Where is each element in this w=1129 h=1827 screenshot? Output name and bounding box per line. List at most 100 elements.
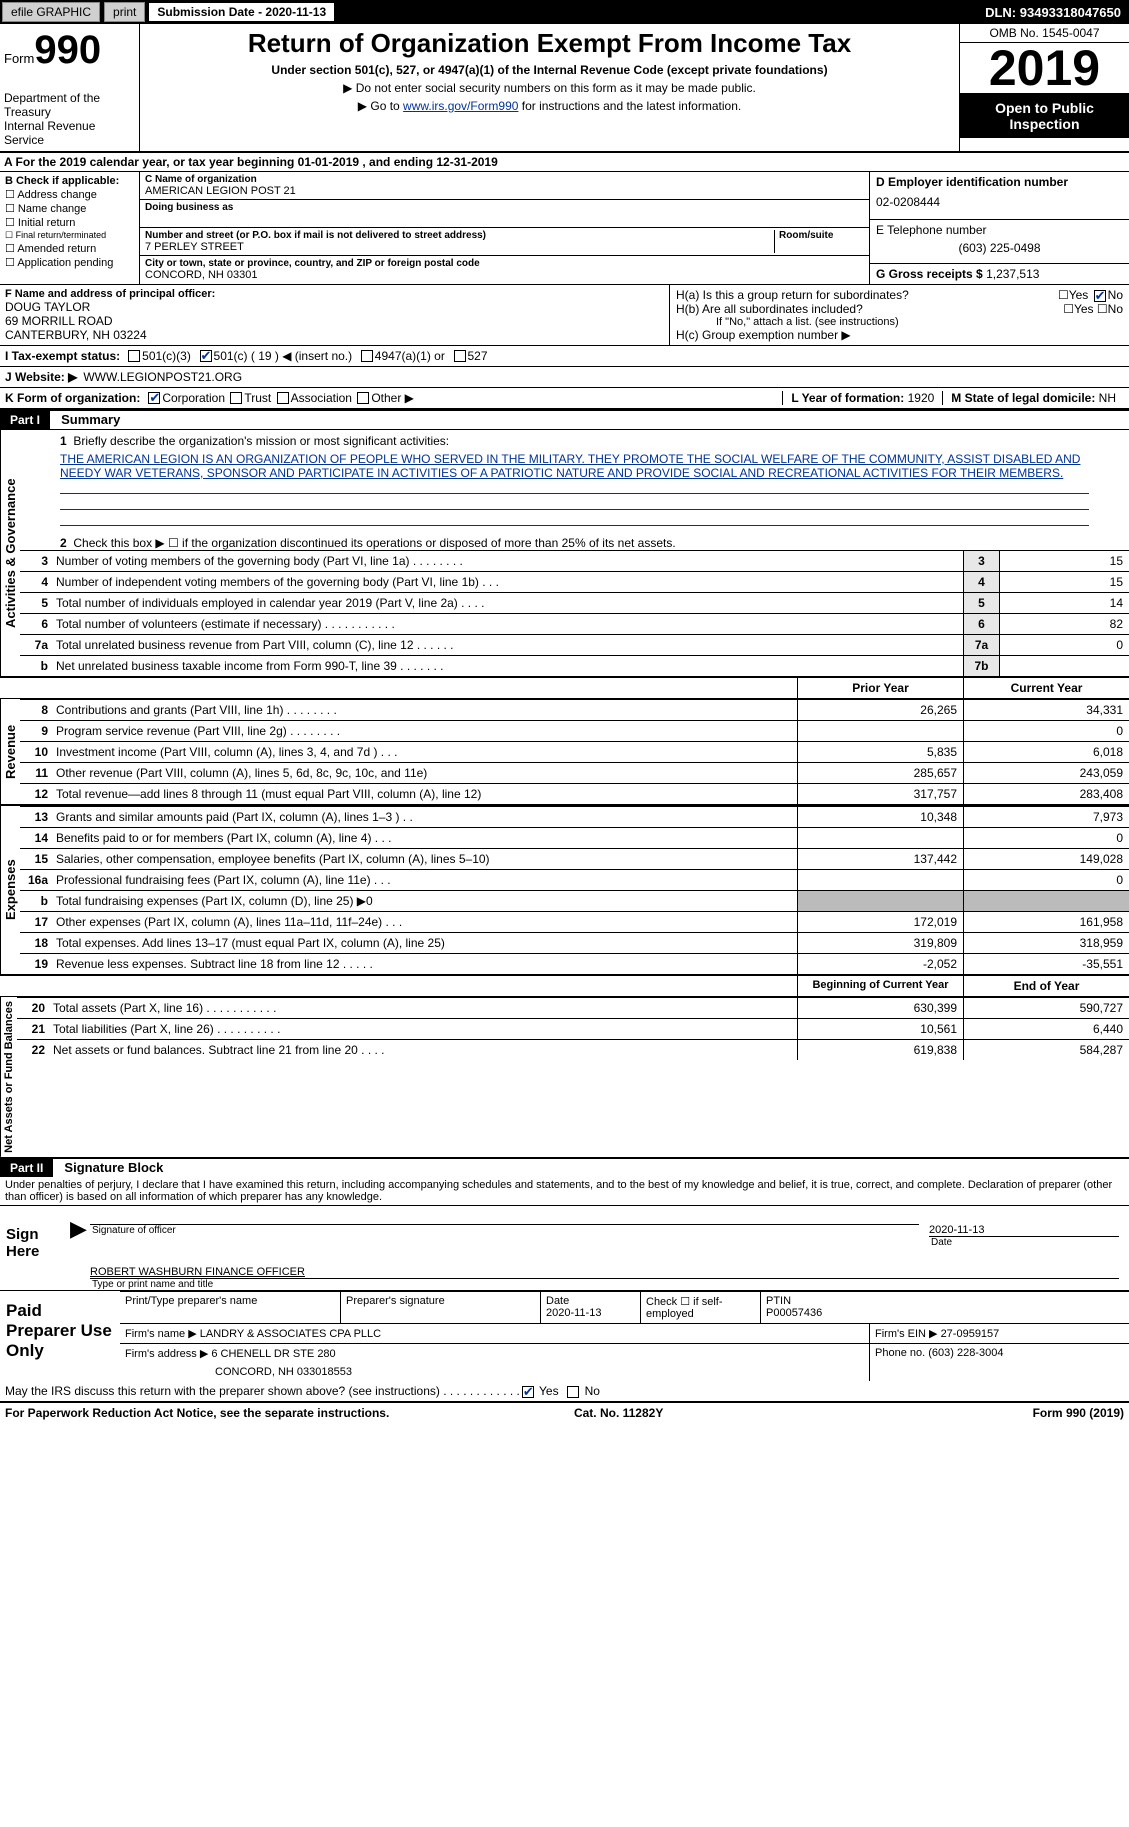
block-b-c-d: B Check if applicable: ☐ Address change … (0, 172, 1129, 285)
f-label: F Name and address of principal officer: (5, 288, 664, 300)
section-b: B Check if applicable: ☐ Address change … (0, 172, 140, 284)
cb-4947[interactable] (361, 350, 373, 362)
line-21: 21Total liabilities (Part X, line 26) . … (17, 1018, 1129, 1039)
submission-date: Submission Date - 2020-11-13 (149, 3, 334, 21)
cb-501c[interactable] (200, 350, 212, 362)
row-j: J Website: ▶ WWW.LEGIONPOST21.ORG (0, 367, 1129, 388)
efile-button[interactable]: efile GRAPHIC (2, 2, 100, 22)
org-name: AMERICAN LEGION POST 21 (145, 185, 864, 197)
row-i: I Tax-exempt status: 501(c)(3) 501(c) ( … (0, 346, 1129, 367)
form-title: Return of Organization Exempt From Incom… (148, 28, 951, 59)
line-22: 22Net assets or fund balances. Subtract … (17, 1039, 1129, 1060)
cb-initial-return[interactable]: ☐ Initial return (5, 216, 134, 229)
netassets-label: Net Assets or Fund Balances (0, 997, 17, 1157)
street-address: 7 PERLEY STREET (145, 241, 774, 253)
line-17: 17Other expenses (Part IX, column (A), l… (20, 911, 1129, 932)
form-note1: ▶ Do not enter social security numbers o… (148, 81, 951, 95)
cb-address-change[interactable]: ☐ Address change (5, 188, 134, 201)
cb-trust[interactable] (230, 392, 242, 404)
officer-addr1: 69 MORRILL ROAD (5, 314, 664, 328)
gross-label: G Gross receipts $ (876, 267, 986, 281)
dba-row: Doing business as (140, 200, 869, 228)
cb-final-return[interactable]: ☐ Final return/terminated (5, 230, 134, 241)
line-18: 18Total expenses. Add lines 13–17 (must … (20, 932, 1129, 953)
officer-name-title: ROBERT WASHBURN FINANCE OFFICER (90, 1250, 1119, 1279)
submission-date-value: 2020-11-13 (265, 5, 326, 19)
expenses-section: Expenses 13Grants and similar amounts pa… (0, 804, 1129, 974)
line-16a: 16aProfessional fundraising fees (Part I… (20, 869, 1129, 890)
firm-address-row: Firm's address ▶ 6 CHENELL DR STE 280CON… (120, 1343, 1129, 1381)
line-12: 12Total revenue—add lines 8 through 11 (… (20, 783, 1129, 804)
governance-section: Activities & Governance 1 Briefly descri… (0, 429, 1129, 676)
perjury-declaration: Under penalties of perjury, I declare th… (0, 1177, 1129, 1206)
website-value: WWW.LEGIONPOST21.ORG (83, 370, 242, 384)
b-label: B Check if applicable: (5, 175, 134, 187)
blank-line (60, 496, 1089, 510)
cb-application-pending[interactable]: ☐ Application pending (5, 256, 134, 269)
gross-value: 1,237,513 (986, 267, 1039, 281)
sign-here-block: Sign Here ▶ Signature of officer 2020-11… (0, 1206, 1129, 1290)
city-row: City or town, state or province, country… (140, 256, 869, 283)
preparer-header-row: Print/Type preparer's name Preparer's si… (120, 1291, 1129, 1323)
revenue-label: Revenue (0, 699, 20, 804)
section-f: F Name and address of principal officer:… (0, 285, 669, 345)
discuss-yes-checkbox[interactable] (522, 1386, 534, 1398)
form-subtitle: Under section 501(c), 527, or 4947(a)(1)… (148, 63, 951, 77)
print-button[interactable]: print (104, 2, 145, 22)
tel-value: (603) 225-0498 (876, 241, 1123, 255)
line-20: 20Total assets (Part X, line 16) . . . .… (17, 997, 1129, 1018)
form-label: Form (4, 51, 34, 66)
ha: H(a) Is this a group return for subordin… (676, 288, 1123, 302)
form-header: Form990 Department of the Treasury Inter… (0, 24, 1129, 153)
paid-preparer-block: Paid Preparer Use Only Print/Type prepar… (0, 1290, 1129, 1381)
line-11: 11Other revenue (Part VIII, column (A), … (20, 762, 1129, 783)
line-19: 19Revenue less expenses. Subtract line 1… (20, 953, 1129, 974)
org-name-row: C Name of organization AMERICAN LEGION P… (140, 172, 869, 200)
department: Department of the Treasury Internal Reve… (4, 91, 135, 147)
page-footer: For Paperwork Reduction Act Notice, see … (0, 1402, 1129, 1423)
cb-name-change[interactable]: ☐ Name change (5, 202, 134, 215)
cb-527[interactable] (454, 350, 466, 362)
header-left: Form990 Department of the Treasury Inter… (0, 24, 140, 151)
form-number: 990 (34, 28, 101, 72)
officer-name: DOUG TAYLOR (5, 300, 664, 314)
discuss-no-checkbox[interactable] (567, 1386, 579, 1398)
cb-association[interactable] (277, 392, 289, 404)
discuss-row: May the IRS discuss this return with the… (0, 1381, 1129, 1402)
section-d-e-g: D Employer identification number 02-0208… (869, 172, 1129, 284)
city-state-zip: CONCORD, NH 03301 (145, 269, 864, 281)
submission-date-label: Submission Date - (157, 5, 265, 19)
mission-text: THE AMERICAN LEGION IS AN ORGANIZATION O… (20, 448, 1129, 480)
tax-year-line: A For the 2019 calendar year, or tax yea… (0, 153, 1129, 172)
section-c: C Name of organization AMERICAN LEGION P… (140, 172, 869, 284)
line-13: 13Grants and similar amounts paid (Part … (20, 806, 1129, 827)
line-6: 6Total number of volunteers (estimate if… (20, 613, 1129, 634)
tax-year: 2019 (960, 43, 1129, 94)
header-center: Return of Organization Exempt From Incom… (140, 24, 959, 151)
line-b: bTotal fundraising expenses (Part IX, co… (20, 890, 1129, 911)
part2-header: Part II Signature Block (0, 1157, 1129, 1177)
blank-line (60, 512, 1089, 526)
line-b: bNet unrelated business taxable income f… (20, 655, 1129, 676)
line-14: 14Benefits paid to or for members (Part … (20, 827, 1129, 848)
line-9: 9Program service revenue (Part VIII, lin… (20, 720, 1129, 741)
header-right: OMB No. 1545-0047 2019 Open to Public In… (959, 24, 1129, 151)
arrow-icon: ▶ (70, 1206, 90, 1290)
firm-name-row: Firm's name ▶ LANDRY & ASSOCIATES CPA PL… (120, 1323, 1129, 1343)
begin-end-header: Beginning of Current Year End of Year (0, 974, 1129, 996)
line-7a: 7aTotal unrelated business revenue from … (20, 634, 1129, 655)
row-k-l-m: K Form of organization: Corporation Trus… (0, 388, 1129, 409)
cb-other[interactable] (357, 392, 369, 404)
netassets-section: Net Assets or Fund Balances 20Total asse… (0, 996, 1129, 1157)
instructions-link[interactable]: www.irs.gov/Form990 (403, 99, 518, 113)
part1-header: Part I Summary (0, 409, 1129, 429)
dln: DLN: 93493318047650 (985, 5, 1121, 20)
line-4: 4Number of independent voting members of… (20, 571, 1129, 592)
ha-no-checkbox[interactable] (1094, 290, 1106, 302)
cb-corporation[interactable] (148, 392, 160, 404)
cb-501c3[interactable] (128, 350, 140, 362)
prior-current-header: Prior Year Current Year (0, 676, 1129, 698)
cb-amended-return[interactable]: ☐ Amended return (5, 242, 134, 255)
tel-label: E Telephone number (876, 223, 1123, 237)
line-3: 3Number of voting members of the governi… (20, 550, 1129, 571)
